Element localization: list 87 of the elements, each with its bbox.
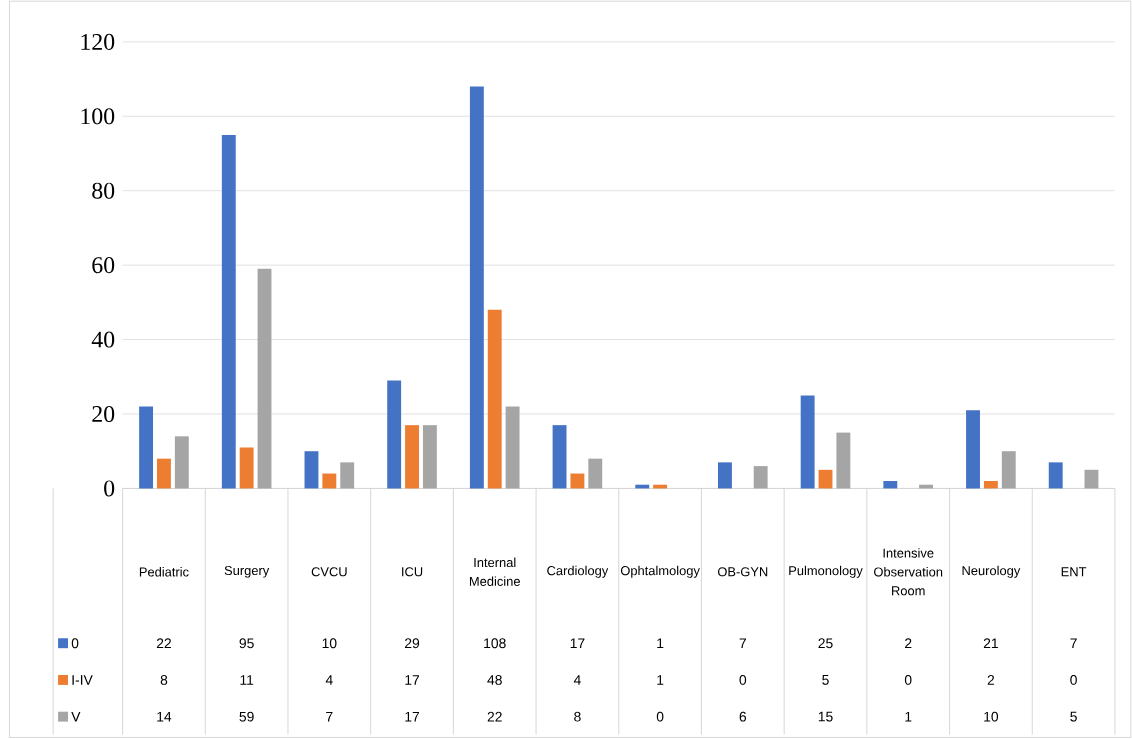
- data-label: 7: [326, 712, 333, 722]
- data-label: 15: [818, 711, 833, 722]
- y-tick-label: 80: [92, 182, 115, 199]
- bar: [157, 458, 171, 489]
- bar: [1048, 462, 1063, 489]
- legend-label: 0: [71, 638, 79, 649]
- data-label: 22: [156, 638, 171, 649]
- data-label: 22: [487, 711, 502, 722]
- data-label: 1: [657, 675, 664, 685]
- x-tick-label: Ophtalmology: [620, 565, 700, 578]
- bar: [983, 481, 998, 489]
- data-label: 10: [984, 711, 999, 722]
- data-label: 11: [240, 675, 254, 685]
- bar: [405, 425, 419, 489]
- data-label: 0: [739, 675, 747, 686]
- data-label: 14: [157, 712, 172, 722]
- data-label: 4: [573, 675, 581, 685]
- legend-label: V: [71, 712, 81, 722]
- data-label: 1: [657, 638, 664, 649]
- x-tick-label: Neurology: [962, 565, 1021, 578]
- bar: [469, 86, 484, 489]
- data-label: 8: [160, 675, 168, 686]
- x-tick-label: ICU: [402, 567, 423, 577]
- data-label: 8: [574, 711, 581, 722]
- bar: [505, 406, 520, 489]
- bar: [588, 458, 603, 489]
- x-tick-label: OB-GYN: [717, 567, 768, 577]
- x-tick-label: ENT: [1061, 567, 1087, 577]
- y-tick-label: 100: [81, 108, 115, 125]
- bar: [239, 447, 254, 489]
- data-label: 1: [905, 712, 912, 722]
- y-tick-label: 0: [104, 480, 115, 497]
- bar: [340, 462, 355, 489]
- data-label: 48: [487, 675, 502, 686]
- legend-label: I-IV: [72, 675, 93, 685]
- bar: [836, 432, 851, 489]
- y-tick-label: 120: [81, 33, 115, 51]
- bar: [570, 473, 585, 489]
- data-label: 10: [322, 638, 337, 649]
- bar: [174, 436, 189, 489]
- x-tick-label: Pediatric: [139, 567, 189, 577]
- bar: [322, 473, 337, 489]
- data-label: 108: [484, 638, 506, 649]
- bar: [387, 380, 402, 489]
- y-tick-label: 40: [91, 331, 115, 348]
- data-label: 7: [739, 638, 746, 649]
- data-label: 2: [905, 638, 912, 649]
- bar: [718, 462, 732, 489]
- x-tick-label: Intensive Observation Room: [874, 548, 943, 596]
- bar: [753, 466, 768, 489]
- bar: [1001, 451, 1016, 489]
- x-tick-label: Surgery: [224, 566, 270, 578]
- bar: [257, 269, 272, 489]
- data-label: 17: [570, 638, 585, 649]
- bar: [818, 469, 833, 489]
- bar: [422, 425, 437, 489]
- data-label: 7: [1070, 638, 1077, 649]
- bar: [221, 135, 236, 489]
- bar: [800, 395, 815, 489]
- bar: [883, 481, 898, 489]
- data-label: 29: [405, 638, 420, 649]
- data-label: 0: [904, 675, 912, 686]
- data-label: 95: [239, 638, 254, 649]
- data-label: 0: [1070, 675, 1077, 686]
- data-label: 6: [739, 711, 747, 722]
- bar: [1084, 469, 1099, 489]
- y-tick-label: 60: [92, 257, 115, 274]
- x-tick-label: Internal Medicine: [469, 557, 520, 587]
- data-label: 25: [818, 638, 833, 649]
- bar: [304, 451, 319, 489]
- data-label: 17: [405, 712, 420, 722]
- data-label: 4: [325, 675, 333, 685]
- data-label: 21: [983, 638, 998, 649]
- data-label: 2: [987, 675, 995, 685]
- bar: [552, 425, 567, 489]
- data-label: 59: [239, 711, 254, 722]
- data-label: 17: [405, 675, 420, 685]
- x-tick-label: Pulmonology: [789, 565, 863, 578]
- y-tick-label: 20: [92, 406, 115, 423]
- bar: [139, 406, 154, 489]
- data-label: 5: [1070, 711, 1077, 722]
- data-label: 5: [822, 675, 829, 685]
- x-tick-label: CVCU: [311, 567, 347, 577]
- bar: [966, 410, 980, 489]
- data-label: 0: [656, 711, 664, 722]
- x-tick-label: Cardiology: [547, 565, 609, 578]
- bar: [487, 309, 502, 489]
